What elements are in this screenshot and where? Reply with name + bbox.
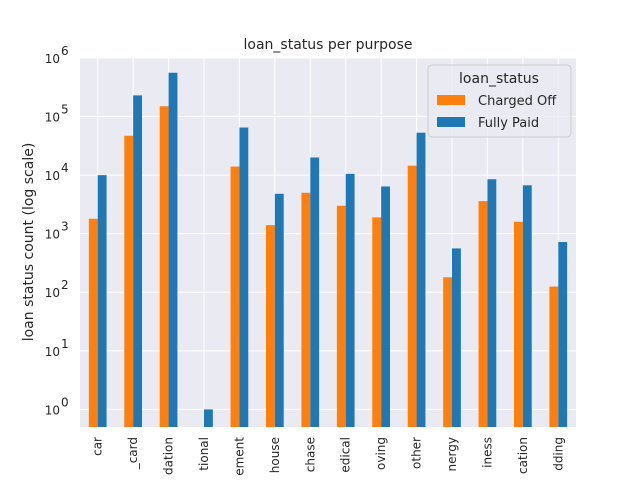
x-tick-label: _card xyxy=(126,437,140,470)
bar-fully-paid xyxy=(204,409,213,427)
y-tick-exponent: 0 xyxy=(61,395,69,409)
x-tick-label: house xyxy=(268,437,282,473)
bar-fully-paid xyxy=(558,242,568,427)
x-tick-label: dation xyxy=(162,437,176,475)
bar-charged-off xyxy=(336,205,346,427)
y-tick-label: 10 xyxy=(45,345,60,359)
legend-swatch-charged-off xyxy=(437,95,465,105)
bar-charged-off xyxy=(301,192,311,427)
bar-fully-paid xyxy=(345,173,355,427)
y-tick-exponent: 6 xyxy=(61,44,69,58)
y-tick-exponent: 1 xyxy=(61,337,69,351)
y-tick-label: 10 xyxy=(45,52,60,66)
y-tick-exponent: 2 xyxy=(61,278,69,292)
bar-charged-off xyxy=(124,135,134,427)
bar-charged-off xyxy=(266,225,275,427)
bar-charged-off xyxy=(514,221,523,427)
bar-charged-off xyxy=(230,166,240,428)
bar-charged-off xyxy=(407,165,417,427)
bar-fully-paid xyxy=(239,127,249,427)
x-tick-label: oving xyxy=(374,437,388,470)
legend-title: loan_status xyxy=(459,71,539,87)
x-tick-label: dding xyxy=(551,437,565,471)
y-tick-exponent: 4 xyxy=(61,161,69,175)
bar-fully-paid xyxy=(274,193,284,427)
bar-charged-off xyxy=(443,277,452,427)
y-tick-exponent: 5 xyxy=(61,103,69,117)
y-tick-label: 10 xyxy=(45,111,60,125)
y-tick-exponent: 3 xyxy=(61,220,69,234)
x-tick-label: ement xyxy=(232,437,246,476)
bar-charged-off xyxy=(549,286,559,427)
bar-fully-paid xyxy=(133,95,142,427)
y-tick-label: 10 xyxy=(45,228,60,242)
legend: loan_status Charged Off Fully Paid xyxy=(427,64,572,138)
x-axis: car _card dation tional ement house chase edica… xyxy=(91,437,566,476)
y-tick-label: 10 xyxy=(45,169,60,183)
x-tick-label: iness xyxy=(480,437,494,468)
bar-fully-paid xyxy=(522,185,532,427)
bars xyxy=(88,72,568,428)
x-tick-label: nergy xyxy=(445,437,459,471)
legend-label-charged-off: Charged Off xyxy=(478,94,557,109)
chart-title: loan_status per purpose xyxy=(244,37,413,53)
bar-fully-paid xyxy=(452,248,461,427)
bar-charged-off xyxy=(372,217,382,427)
y-tick-label: 10 xyxy=(45,403,60,417)
x-tick-label: car xyxy=(91,437,105,456)
bar-charged-off xyxy=(478,201,488,427)
x-tick-label: cation xyxy=(516,437,530,474)
bar-fully-paid xyxy=(487,179,497,427)
y-axis-title: loan status count (log scale) xyxy=(21,143,37,342)
bar-charged-off xyxy=(159,106,169,427)
bar-fully-paid xyxy=(416,132,426,427)
x-tick-label: tional xyxy=(197,437,211,471)
bar-fully-paid xyxy=(310,157,320,428)
bar-fully-paid xyxy=(168,72,178,427)
legend-label-fully-paid: Fully Paid xyxy=(478,116,539,131)
x-tick-label: other xyxy=(410,437,424,469)
bar-charged-off xyxy=(88,218,98,427)
bar-fully-paid xyxy=(97,175,107,427)
x-tick-label: edical xyxy=(339,437,353,473)
legend-swatch-fully-paid xyxy=(437,117,465,127)
x-tick-label: chase xyxy=(303,437,317,472)
bar-fully-paid xyxy=(381,186,390,427)
y-tick-label: 10 xyxy=(45,286,60,300)
